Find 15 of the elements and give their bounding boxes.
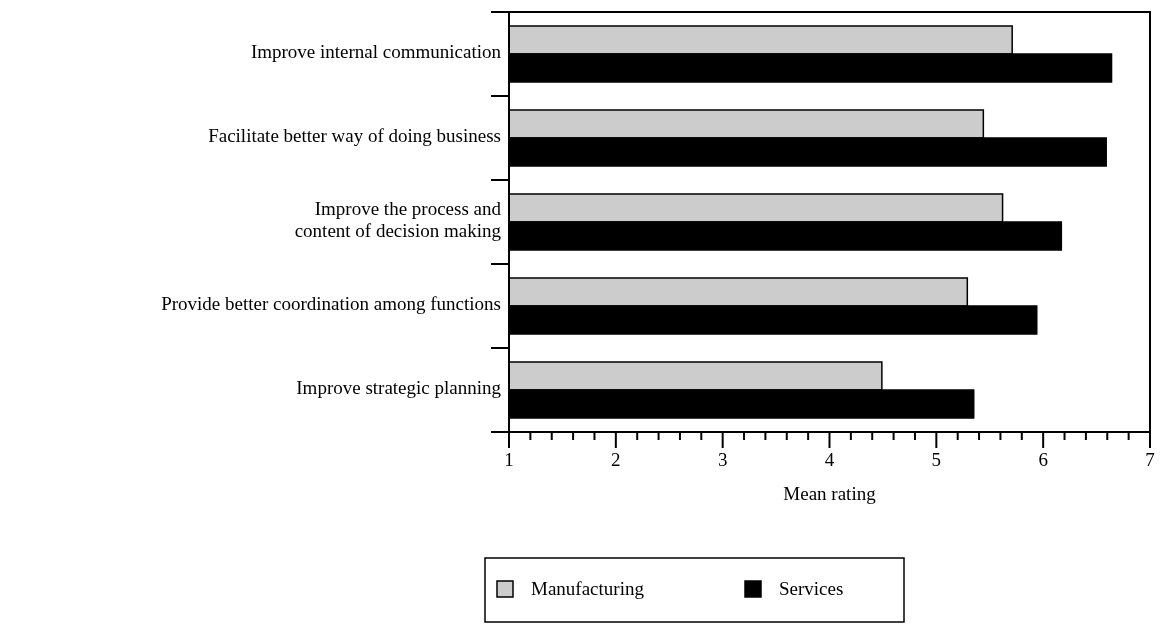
legend-label: Services [779, 578, 844, 599]
x-tick-label: 4 [824, 449, 835, 470]
x-tick-label: 2 [611, 449, 621, 470]
y-tick-label: Facilitate better way of doing business [208, 125, 501, 147]
x-tick-label: 3 [717, 449, 728, 470]
y-tick-label: Improve the process and content of decision making [294, 198, 502, 242]
y-tick-label: Improve strategic planning [296, 377, 502, 399]
y-tick-label: Improve internal communication [250, 41, 502, 63]
legend-label: Manufacturing [531, 578, 645, 599]
x-axis-title: Mean rating [783, 483, 877, 504]
x-tick-label: 1 [504, 449, 514, 470]
y-tick-label: Provide better coordination among functions [161, 293, 501, 315]
x-tick-label: 6 [1038, 449, 1048, 470]
x-tick-label: 5 [931, 449, 942, 470]
x-tick-label: 7 [1145, 449, 1155, 470]
